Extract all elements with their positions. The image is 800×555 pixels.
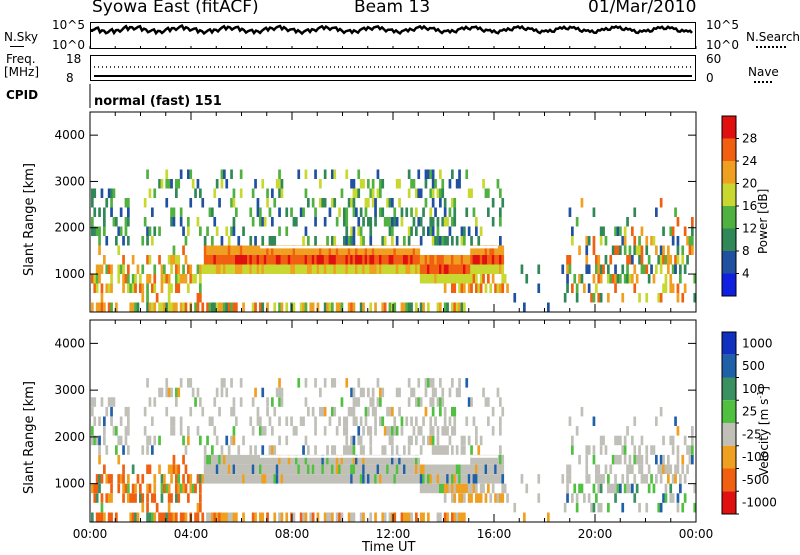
velocity-ytick-label: 2000 bbox=[54, 430, 85, 444]
freq-y-bottom: 8 bbox=[66, 71, 74, 85]
station-title: Syowa East (fitACF) bbox=[92, 0, 259, 17]
noise-sky-line bbox=[90, 23, 693, 36]
velocity-ytick-label: 1000 bbox=[54, 477, 85, 491]
velocity-scale-tick-label: 1000 bbox=[742, 336, 773, 350]
power-scale-tick-label: 4 bbox=[742, 267, 750, 281]
power-scale-tick-label: 24 bbox=[742, 154, 757, 168]
power-scale-swatch bbox=[722, 138, 736, 161]
freq-yr-bottom: 0 bbox=[706, 71, 714, 85]
nsky-label: N.Sky bbox=[4, 30, 39, 44]
power-ytick-label: 4000 bbox=[54, 128, 85, 142]
freq-panel bbox=[90, 55, 696, 81]
xtick-label: 20:00 bbox=[578, 527, 613, 541]
nsearch-legend-line bbox=[756, 46, 786, 48]
cpid-text: normal (fast) 151 bbox=[94, 94, 222, 109]
date-label: 01/Mar/2010 bbox=[588, 0, 697, 17]
nsearch-label: N.Search bbox=[746, 30, 800, 44]
nave-legend-line bbox=[754, 81, 772, 83]
power-scale-swatch bbox=[722, 116, 736, 139]
velocity-scale-tick-label: -100 bbox=[742, 450, 769, 464]
power-scale-swatch bbox=[722, 183, 736, 206]
velocity-scale-tick-label: 25 bbox=[742, 405, 757, 419]
nsky-legend-line bbox=[10, 46, 24, 47]
velocity-scale-tick-label: -500 bbox=[742, 473, 769, 487]
velocity-scale-tick-label: -1000 bbox=[742, 496, 777, 510]
xtick-label: 04:00 bbox=[174, 527, 209, 541]
power-ytick-label: 2000 bbox=[54, 221, 85, 235]
xlabel: Time UT bbox=[362, 540, 416, 555]
power-ytick-label: 3000 bbox=[54, 174, 85, 188]
noise-yr-top: 10^5 bbox=[706, 18, 739, 32]
freq-label: Freq. bbox=[6, 52, 36, 66]
velocity-scale-swatch bbox=[722, 400, 736, 423]
power-ylabel: Slant Range [km] bbox=[22, 163, 37, 276]
noise-y-top: 10^5 bbox=[52, 18, 85, 32]
velocity-scale-label: Velocity [m s-1] bbox=[756, 386, 771, 476]
power-scale-swatch bbox=[722, 206, 736, 229]
power-scale-tick-label: 16 bbox=[742, 199, 757, 213]
freq-y-top: 18 bbox=[66, 52, 82, 66]
freq-unit-label: [MHz] bbox=[4, 65, 40, 79]
velocity-scale-swatch bbox=[722, 491, 736, 514]
power-scale-swatch bbox=[722, 273, 736, 296]
power-scale-tick-label: 12 bbox=[742, 222, 757, 236]
nave-label: Nave bbox=[748, 65, 779, 79]
power-cells bbox=[91, 169, 697, 312]
power-scale-tick-label: 20 bbox=[742, 177, 757, 191]
beam-label: Beam 13 bbox=[354, 0, 431, 17]
velocity-scale-swatch bbox=[722, 468, 736, 492]
velocity-ytick-label: 3000 bbox=[54, 383, 85, 397]
velocity-ylabel: Slant Range [km] bbox=[22, 381, 37, 494]
velocity-scale-swatch bbox=[722, 423, 736, 446]
xtick-label: 16:00 bbox=[477, 527, 512, 541]
noise-yr-bottom: 10^0 bbox=[706, 38, 739, 52]
velocity-scale-swatch bbox=[722, 332, 736, 355]
velocity-scale-swatch bbox=[722, 354, 736, 378]
power-ytick-label: 1000 bbox=[54, 267, 85, 281]
velocity-scale-tick-label: 500 bbox=[742, 359, 765, 373]
cpid-label: CPID bbox=[6, 88, 39, 102]
xtick-label: 08:00 bbox=[275, 527, 310, 541]
power-scale-tick-label: 8 bbox=[742, 244, 750, 258]
xtick-label: 00:00 bbox=[73, 527, 108, 541]
freq-yr-top: 60 bbox=[706, 52, 722, 66]
velocity-scale-swatch bbox=[722, 445, 736, 469]
velocity-ytick-label: 4000 bbox=[54, 336, 85, 350]
power-scale-tick-label: 28 bbox=[742, 132, 757, 146]
velocity-scale-tick-label: -25 bbox=[742, 427, 762, 441]
power-scale-label: Power [dB] bbox=[756, 188, 770, 254]
velocity-cells bbox=[91, 378, 697, 522]
xtick-label: 00:00 bbox=[679, 527, 714, 541]
velocity-scale-swatch bbox=[722, 377, 736, 401]
noise-y-bottom: 10^0 bbox=[52, 38, 85, 52]
xtick-label: 12:00 bbox=[376, 527, 411, 541]
power-scale-swatch bbox=[722, 251, 736, 274]
power-scale-swatch bbox=[722, 161, 736, 184]
velocity-scale-tick-label: 100 bbox=[742, 382, 765, 396]
power-scale-swatch bbox=[722, 228, 736, 251]
